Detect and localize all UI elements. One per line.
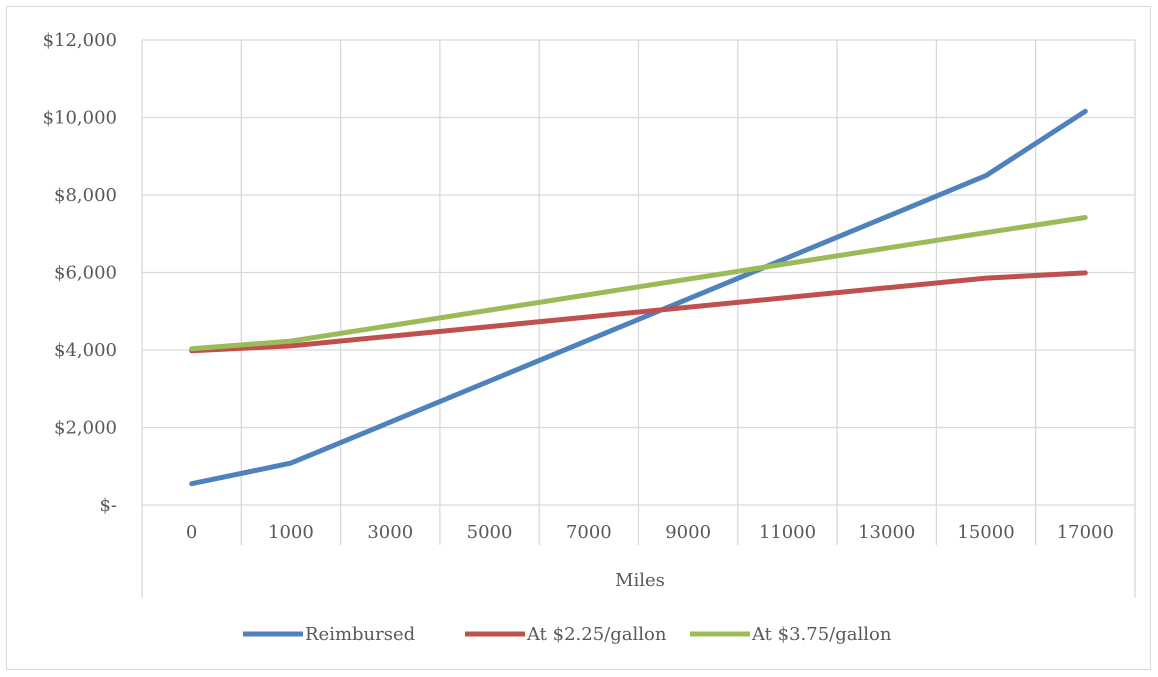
y-tick-label: $10,000 xyxy=(43,108,117,129)
chart-area xyxy=(6,6,1151,670)
x-tick-label: 5000 xyxy=(467,522,513,543)
legend: Reimbursed At $2.25/gallon At $3.75/gallon xyxy=(243,624,892,645)
y-tick-label: $8,000 xyxy=(54,185,117,206)
legend-label: At $2.25/gallon xyxy=(526,624,667,645)
y-tick-label: $12,000 xyxy=(43,30,117,51)
y-tick-label: $6,000 xyxy=(54,263,117,284)
legend-label: Reimbursed xyxy=(305,624,415,645)
x-tick-label: 0 xyxy=(186,522,197,543)
y-axis-tick-labels: $- $2,000 $4,000 $6,000 $8,000 $10,000 $12,000 xyxy=(43,30,117,516)
x-tick-label: 9000 xyxy=(665,522,711,543)
y-tick-label: $4,000 xyxy=(54,340,117,361)
x-tick-label: 17000 xyxy=(1057,522,1114,543)
x-tick-label: 1000 xyxy=(268,522,314,543)
x-axis-title: Miles xyxy=(615,570,665,591)
series-lines xyxy=(189,108,1088,487)
series-line xyxy=(189,270,1088,354)
x-tick-label: 3000 xyxy=(367,522,413,543)
y-tick-label: $2,000 xyxy=(54,418,117,439)
x-tick-label: 7000 xyxy=(566,522,612,543)
gridlines xyxy=(141,39,1136,598)
x-axis-tick-labels: 0 1000 3000 5000 7000 9000 11000 13000 15000 1700… xyxy=(186,522,1114,543)
x-tick-label: 11000 xyxy=(759,522,816,543)
x-tick-label: 13000 xyxy=(858,522,915,543)
series-line xyxy=(189,108,1088,487)
legend-label: At $3.75/gallon xyxy=(751,624,892,645)
series-line xyxy=(189,215,1088,352)
x-tick-label: 15000 xyxy=(957,522,1014,543)
y-tick-label: $- xyxy=(99,495,117,516)
